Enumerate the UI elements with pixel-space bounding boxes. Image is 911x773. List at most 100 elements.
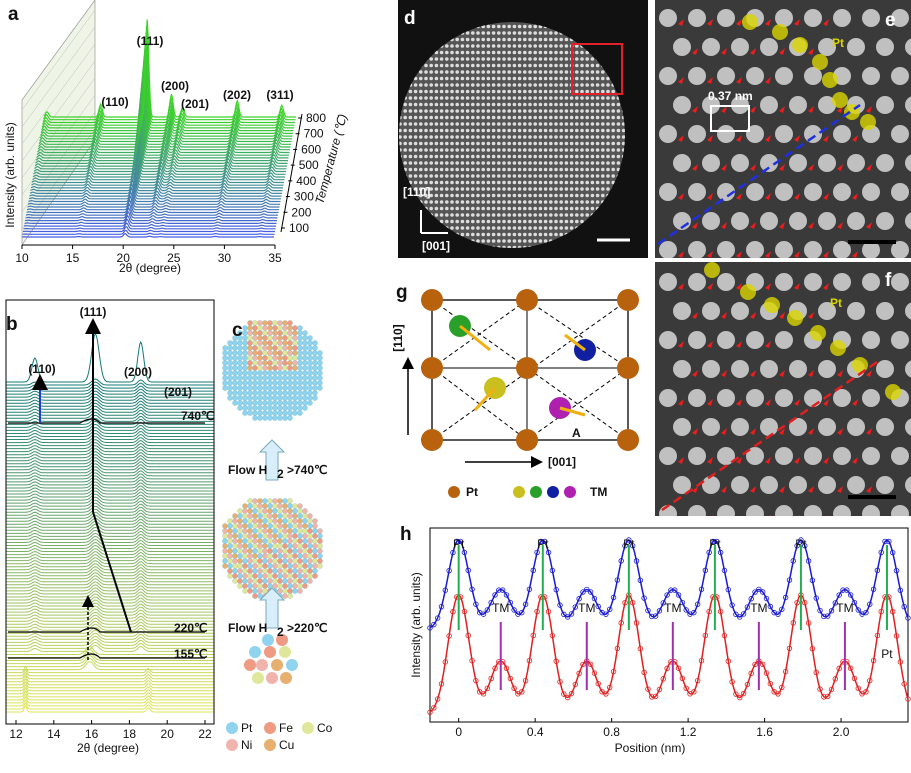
atom-column <box>471 31 475 35</box>
atom <box>247 370 253 376</box>
atom-column <box>429 200 434 204</box>
atom-column <box>419 128 423 133</box>
atom <box>267 350 273 356</box>
atom <box>287 415 293 421</box>
atom-column <box>491 193 496 198</box>
atom-column <box>429 167 434 172</box>
atom-column <box>559 226 563 230</box>
atom-column <box>523 76 527 81</box>
displacement-arrow <box>808 370 814 377</box>
atom-column <box>419 83 423 87</box>
atom-column <box>455 89 460 94</box>
atom <box>257 543 263 549</box>
marker <box>633 620 640 626</box>
marker <box>828 608 835 614</box>
atom-column <box>601 89 605 94</box>
atom-column <box>502 245 506 248</box>
displacement-arrow <box>866 106 872 113</box>
z-tick-label: 300 <box>294 190 314 204</box>
atom-column <box>580 148 584 152</box>
atom-column <box>580 76 584 81</box>
displacement-arrow <box>794 19 800 26</box>
atom-column <box>580 174 584 178</box>
atom-column <box>507 63 512 68</box>
atom <box>282 518 288 524</box>
atom-column <box>445 213 449 217</box>
atom-column <box>413 148 418 152</box>
atom-column <box>564 180 569 185</box>
atom <box>317 370 323 376</box>
atom <box>272 538 278 544</box>
legend-swatch <box>226 722 238 734</box>
atom-column <box>905 418 911 436</box>
atom-column <box>702 360 720 378</box>
atom-column <box>543 154 548 159</box>
marker <box>893 567 900 574</box>
atom-column <box>523 102 527 107</box>
atom-column <box>507 226 512 230</box>
atom <box>297 365 303 371</box>
atom-column <box>538 141 543 146</box>
atom-column <box>413 102 418 107</box>
atom-column <box>905 38 911 56</box>
peak-annotation: Pt <box>537 537 549 551</box>
atom-column <box>543 128 548 133</box>
atom <box>262 415 268 421</box>
atom-column <box>424 109 428 113</box>
atom-column <box>481 128 486 133</box>
atom-column <box>471 141 475 146</box>
atom-column <box>455 148 460 152</box>
atom <box>227 365 233 371</box>
atom <box>227 528 233 534</box>
atom <box>232 370 238 376</box>
atom-column <box>517 31 522 35</box>
atom <box>267 390 273 396</box>
atom <box>312 563 318 569</box>
atom <box>267 573 273 579</box>
atom-column <box>595 174 600 178</box>
marker <box>545 608 552 615</box>
atom <box>312 518 318 524</box>
atom <box>257 563 263 569</box>
atom-column <box>554 200 558 204</box>
axis-label: [110] <box>403 185 430 199</box>
atom-column <box>606 128 610 133</box>
atom-column <box>476 200 480 204</box>
atom <box>297 538 303 544</box>
atom <box>292 380 298 386</box>
atom-column <box>481 200 486 204</box>
curve <box>6 661 214 671</box>
atom-column <box>439 200 444 204</box>
atom-column <box>559 50 563 55</box>
atom-column <box>512 96 517 100</box>
atom-column <box>585 76 589 81</box>
atom-column <box>481 102 486 107</box>
panel-label: b <box>6 314 18 335</box>
atom-column <box>497 83 501 87</box>
marker <box>763 670 770 676</box>
atom-column <box>481 37 486 42</box>
atom-column <box>439 148 444 152</box>
atom-column <box>460 154 465 159</box>
peak-label: (202) <box>223 88 251 102</box>
atom-column <box>517 37 522 42</box>
atom-column <box>543 122 548 126</box>
marker <box>802 543 808 549</box>
atom-column <box>465 200 470 204</box>
atom-column <box>543 135 548 139</box>
atom-column <box>804 505 822 516</box>
atom-column <box>575 213 579 217</box>
atom-column <box>497 128 501 133</box>
atom <box>227 548 233 554</box>
marker <box>434 696 441 702</box>
atom <box>312 360 318 366</box>
atom-column <box>549 37 553 42</box>
atom <box>252 340 258 346</box>
atom <box>237 583 243 589</box>
atom-column <box>408 115 413 120</box>
atom-column <box>512 102 517 107</box>
atom-column <box>601 135 605 139</box>
atom <box>312 573 318 579</box>
marker <box>438 681 445 687</box>
atom-column <box>538 226 543 230</box>
